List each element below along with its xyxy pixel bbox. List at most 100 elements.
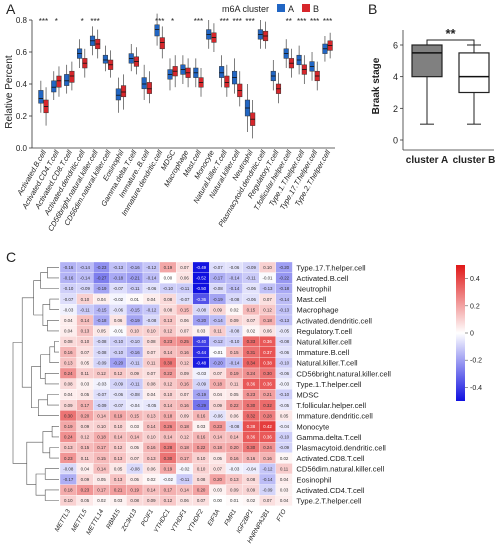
heatmap-cell-value: 0.11	[230, 382, 239, 387]
box-plot-a: m6A cluster A B Relative Percent 0.00.20…	[4, 4, 335, 233]
heatmap-cell-value: 0.05	[130, 477, 139, 482]
heatmap-row-label: MDSC	[296, 391, 319, 400]
heatmap-cell-value: 0.06	[180, 318, 189, 323]
heatmap-cell-value: 0.05	[213, 456, 222, 461]
heatmap-cell-value: 0.12	[114, 445, 123, 450]
y-axis-label-a: Relative Percent	[4, 55, 15, 129]
box-B-Immature.dendritic.cell	[159, 37, 165, 50]
heatmap-cell-value: -0.01	[262, 276, 273, 281]
heatmap-cell-value: -0.06	[246, 297, 257, 302]
heatmap-cell-value: -0.09	[246, 265, 257, 270]
heatmap-cell-value: -0.08	[229, 424, 240, 429]
box-A-CD56dim.natural.killer.cell	[102, 54, 108, 64]
heatmap-cell-value: 0.01	[130, 297, 139, 302]
heatmap-cell-value: -0.20	[113, 360, 124, 365]
heatmap-cell-value: -0.19	[130, 318, 141, 323]
dendrogram-branch	[54, 341, 59, 353]
heatmap-cell-value: -0.08	[63, 466, 74, 471]
heatmap-cell-value: -0.14	[229, 286, 240, 291]
heatmap-row-label: T.follicular.helper.cell	[296, 401, 366, 410]
heatmap-cell-value: -0.06	[229, 265, 240, 270]
heatmap-column-label: FMR1	[223, 508, 238, 527]
heatmap-cell-value: 0.12	[263, 307, 272, 312]
heatmap-cell-value: 0.08	[164, 297, 173, 302]
dendrogram-branch	[44, 373, 59, 385]
heatmap-cell-value: 0.38	[247, 424, 256, 429]
heatmap-cell	[275, 495, 293, 506]
heatmap-cell-value: 0.03	[114, 498, 123, 503]
heatmap-cell-value: -0.13	[279, 318, 290, 323]
heatmap-cell-value: 0.14	[164, 435, 173, 440]
heatmap-cell-value: 0.11	[81, 371, 90, 376]
colorbar-tick-label: -0.4	[470, 385, 482, 392]
heatmap-cell-value: 0.03	[197, 329, 206, 334]
heatmap-cell-value: -0.36	[196, 297, 207, 302]
box-A-Activated.CD8.T.cell	[64, 74, 70, 86]
y-tick-label-a: 0.8	[16, 16, 28, 25]
heatmap-cell-value: 0.30	[247, 403, 256, 408]
significance-mark: ***	[220, 17, 229, 26]
dendrogram-branch	[21, 297, 34, 388]
heatmap-cell-value: -0.20	[213, 360, 224, 365]
heatmap-cell-value: 0.04	[147, 392, 156, 397]
heatmap-cell-value: -0.13	[262, 286, 273, 291]
heatmap-cell-value: 0.16	[180, 403, 189, 408]
heatmap-cell-value: 0.16	[197, 435, 206, 440]
heatmap-cell-value: 0.34	[247, 360, 256, 365]
heatmap-cell-value: 0.16	[197, 413, 206, 418]
dendrogram-branch	[40, 272, 59, 289]
heatmap-cell-value: 0.09	[64, 403, 73, 408]
heatmap-row-label: Mast.cell	[296, 295, 326, 304]
significance-mark: **	[286, 17, 292, 26]
heatmap-cell-value: 0.10	[147, 435, 156, 440]
heatmap-cell-value: 0.16	[180, 350, 189, 355]
heatmap-cell-value: 0.16	[147, 445, 156, 450]
heatmap-cell-value: 0.02	[147, 477, 156, 482]
heatmap-cell-value: 0.24	[64, 435, 73, 440]
heatmap-cell-value: -0.15	[130, 307, 141, 312]
heatmap-cell-value: 0.18	[213, 445, 222, 450]
heatmap-cell-value: 0.23	[247, 392, 256, 397]
heatmap-cell-value: 0.17	[81, 403, 90, 408]
heatmap-cell-value: 0.12	[97, 371, 106, 376]
significance-mark: ***	[323, 17, 332, 26]
box-A-Eosinophil	[115, 88, 121, 101]
heatmap-cell-value: -0.13	[279, 307, 290, 312]
heatmap-cell-value: -0.29	[196, 403, 207, 408]
heatmap-cell-value: -0.16	[130, 265, 141, 270]
colorbar-tick-label: 0.4	[470, 276, 480, 283]
heatmap-cell-value: 0.33	[247, 339, 256, 344]
heatmap-cell-value: 0.30	[164, 360, 173, 365]
heatmap-row-label: Activated.CD8.T.cell	[296, 454, 364, 463]
heatmap-cell-value: 0.13	[147, 456, 156, 461]
heatmap-cell-value: -0.10	[279, 392, 290, 397]
y-tick-label-b: 6	[393, 41, 398, 51]
heatmap-cell-value: 0.23	[64, 456, 73, 461]
heatmap-cell-value: 0.10	[81, 339, 90, 344]
legend-swatch-b	[302, 4, 310, 12]
heatmap-cell-value: 0.10	[147, 329, 156, 334]
heatmap-cell-value: 0.07	[130, 456, 139, 461]
box-A-Natural.killer.T.cell	[219, 66, 225, 78]
heatmap-cell-value: -0.20	[279, 265, 290, 270]
box-A-Immature.dendritic.cell	[154, 24, 160, 37]
heatmap-cell-value: -0.12	[146, 307, 157, 312]
heatmap-cell-value: 0.07	[263, 297, 272, 302]
heatmap-cell-value: 0.36	[263, 435, 272, 440]
heatmap-cell-value: 0.03	[81, 382, 90, 387]
heatmap-cell-value: 0.30	[64, 413, 73, 418]
heatmap-cell-value: -0.10	[279, 435, 290, 440]
heatmap-row-label: Natural.killer.T.cell	[296, 359, 358, 368]
heatmap-cell-value: 0.04	[64, 329, 73, 334]
y-ticks-b: 0 2 4 6	[393, 41, 403, 146]
heatmap-cell-value: 0.32	[263, 403, 272, 408]
heatmap-cell-value: 0.21	[263, 392, 272, 397]
heatmap-cell-value: 0.16	[64, 350, 73, 355]
heatmap-cell-value: 0.04	[147, 297, 156, 302]
heatmap-cell-value: 0.20	[197, 488, 206, 493]
heatmap-cell-value: -0.16	[63, 265, 74, 270]
heatmap-cell-value: 0.15	[81, 445, 90, 450]
heatmap-cell-value: -0.13	[113, 265, 124, 270]
heatmap-cell-value: 0.10	[97, 424, 106, 429]
heatmap-cell-value: 0.24	[247, 371, 256, 376]
